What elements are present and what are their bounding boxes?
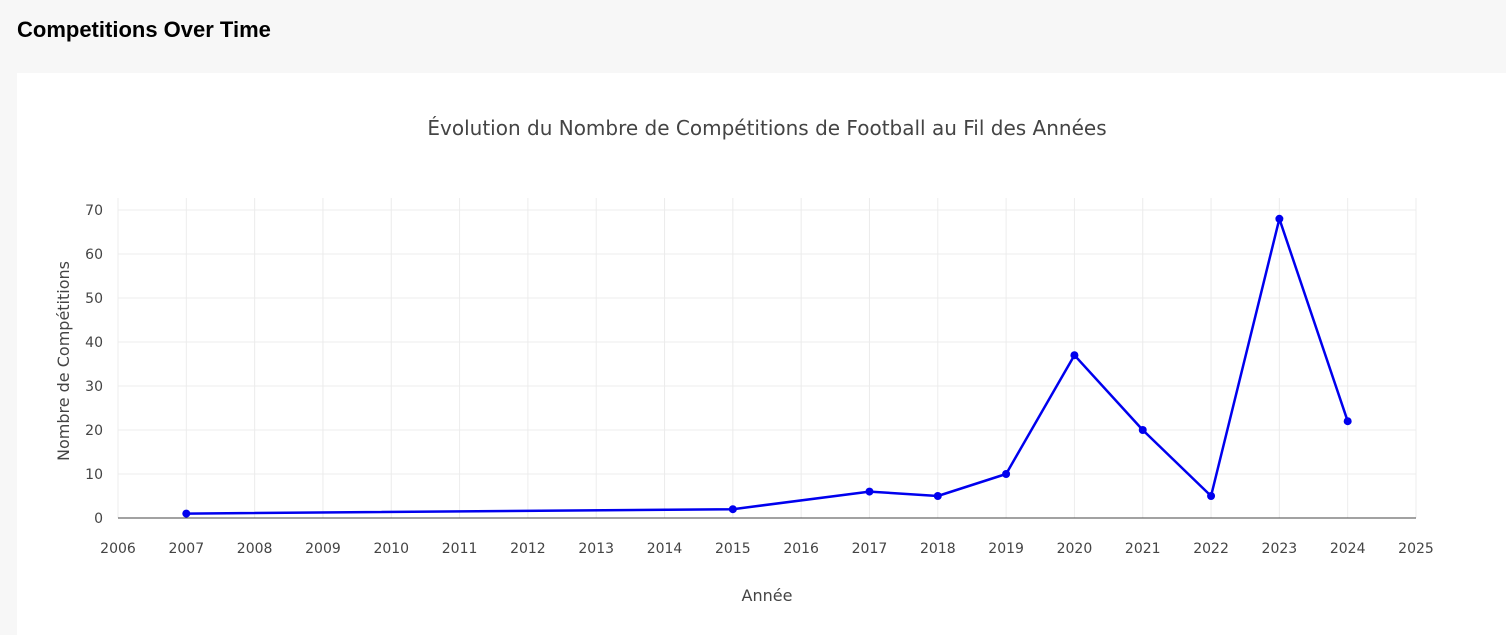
data-point [182,509,191,518]
x-tick-label: 2015 [715,541,751,557]
line-chart: 2006 2007 2008 2009 2010 2011 2012 2013 2014 2015… [54,116,1434,605]
y-axis-title: Nombre de Compétitions [54,261,73,461]
x-tick-label: 2017 [852,541,888,557]
x-tick-label: 2024 [1330,541,1366,557]
y-axis: 0 10 20 30 40 50 60 70 [85,203,103,527]
chart-title: Évolution du Nombre de Compétitions de F… [427,116,1106,140]
y-tick-label: 0 [94,511,103,527]
series-line [186,217,1349,515]
y-tick-label: 30 [85,379,103,395]
x-tick-label: 2010 [373,541,409,557]
data-point [865,487,874,496]
x-tick-label: 2018 [920,541,956,557]
data-point [1138,426,1147,434]
x-tick-label: 2014 [647,541,683,557]
data-point [1070,351,1079,360]
data-point [728,505,737,514]
y-tick-label: 20 [85,423,103,439]
x-tick-label: 2011 [442,541,478,557]
x-axis-title: Année [742,586,793,605]
x-tick-label: 2023 [1262,541,1298,557]
x-tick-label: 2009 [305,541,341,557]
data-point [1343,417,1352,426]
y-tick-label: 50 [85,291,103,307]
data-point [1207,492,1216,500]
data-point [1275,214,1284,223]
y-tick-label: 10 [85,467,103,483]
y-tick-label: 70 [85,203,103,219]
x-axis: 2006 2007 2008 2009 2010 2011 2012 2013 2014 2015… [100,517,1434,557]
y-tick-label: 40 [85,335,103,351]
x-tick-label: 2006 [100,541,136,557]
x-tick-label: 2012 [510,541,546,557]
x-tick-label: 2025 [1398,541,1434,557]
x-tick-label: 2007 [168,541,204,557]
x-tick-label: 2021 [1125,541,1161,557]
y-tick-label: 60 [85,247,103,263]
chart-container: 2006 2007 2008 2009 2010 2011 2012 2013 2014 2015… [17,73,1506,635]
x-tick-label: 2013 [578,541,614,557]
x-tick-label: 2020 [1057,541,1093,557]
x-tick-label: 2016 [783,541,819,557]
grid-lines [117,198,1417,518]
x-tick-label: 2022 [1193,541,1229,557]
data-point [933,492,942,500]
data-point [1002,470,1011,478]
x-tick-label: 2008 [237,541,273,557]
page-title: Competitions Over Time [17,17,271,42]
x-tick-label: 2019 [988,541,1024,557]
data-series [182,214,1352,518]
